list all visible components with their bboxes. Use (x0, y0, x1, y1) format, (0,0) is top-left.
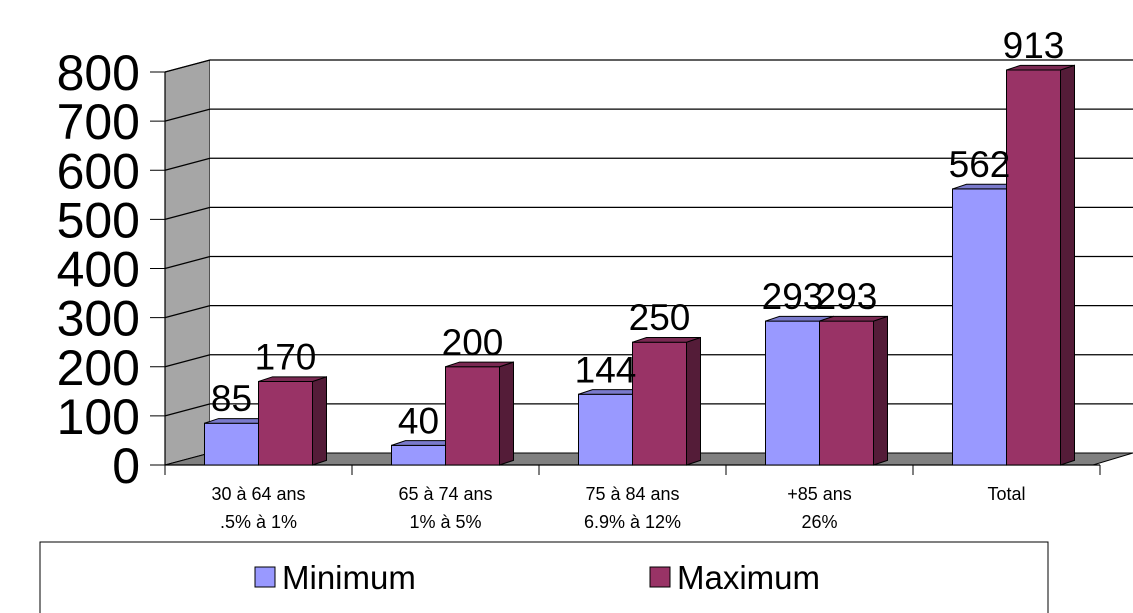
bar-minimum (952, 183, 1021, 466)
gridline (164, 305, 1133, 319)
bar-front (952, 188, 1007, 466)
data-label: 562 (949, 144, 1011, 185)
bar-side (1060, 64, 1075, 466)
y-tick-label: 800 (57, 45, 140, 101)
x-category-label: +85 ans (787, 484, 852, 504)
bar-maximum (819, 315, 888, 466)
x-category-label: 65 à 74 ans (398, 484, 492, 504)
x-category-label: 1% à 5% (409, 512, 481, 532)
x-category-label: 26% (801, 512, 837, 532)
bar-front (819, 320, 874, 466)
data-label: 170 (255, 336, 317, 377)
bars (204, 64, 1075, 466)
bar-side (873, 315, 888, 466)
bar-front (391, 444, 446, 466)
bar-maximum (445, 361, 514, 466)
data-label: 85 (211, 378, 252, 419)
legend-swatch (649, 566, 671, 588)
gridline (164, 255, 1133, 270)
bar-top (819, 315, 888, 322)
legend-swatch (254, 566, 276, 588)
data-label: 250 (629, 297, 691, 338)
gridline (164, 157, 1133, 171)
bar-maximum (1006, 64, 1075, 466)
legend: Minimum Maximum (39, 541, 1049, 613)
x-category-label: .5% à 1% (220, 512, 297, 532)
x-category-label: 6.9% à 12% (584, 512, 681, 532)
bar-maximum (632, 336, 701, 466)
data-label: 293 (816, 276, 878, 317)
y-tick-label: 100 (57, 389, 140, 445)
y-tick-label: 600 (57, 143, 140, 199)
bar-front (204, 422, 259, 466)
data-label: 144 (575, 349, 637, 390)
bar-front (258, 380, 313, 466)
y-tick-label: 700 (57, 94, 140, 150)
bar-front (578, 393, 633, 466)
bar-top (258, 376, 327, 382)
bar-maximum (258, 376, 327, 466)
bar-side (312, 376, 327, 466)
data-label: 293 (762, 276, 824, 317)
gridline (164, 59, 1133, 73)
bar-front (632, 341, 687, 466)
gridline (164, 206, 1133, 220)
data-label: 40 (398, 400, 439, 441)
y-tick-label: 0 (112, 438, 140, 494)
x-axis: 30 à 64 ans .5% à 1% 65 à 74 ans 1% à 5% 75 … (164, 464, 1101, 532)
bar-side (499, 361, 514, 466)
data-label: 913 (1003, 25, 1065, 66)
y-tick-label: 400 (57, 242, 140, 298)
x-category-label: Total (987, 484, 1025, 504)
bar-top (445, 361, 514, 368)
x-category-label: 30 à 64 ans (211, 484, 305, 504)
bar-front (1006, 69, 1061, 466)
data-label: 200 (442, 322, 504, 363)
legend-box (39, 541, 1049, 613)
bar-front (445, 366, 500, 466)
y-tick-label: 500 (57, 192, 140, 248)
y-tick-label: 200 (57, 340, 140, 396)
data-labels: 85 40 144 293 562 170 200 250 293 913 (211, 25, 1064, 441)
legend-label: Maximum (677, 559, 820, 596)
bar-front (765, 320, 820, 466)
y-tick-label: 300 (57, 291, 140, 347)
bar-top (632, 337, 701, 343)
legend-label: Minimum (282, 559, 416, 596)
gridline (164, 108, 1133, 122)
bar-top (1006, 64, 1075, 71)
bar-side (686, 336, 701, 466)
x-category-label: 75 à 84 ans (585, 484, 679, 504)
